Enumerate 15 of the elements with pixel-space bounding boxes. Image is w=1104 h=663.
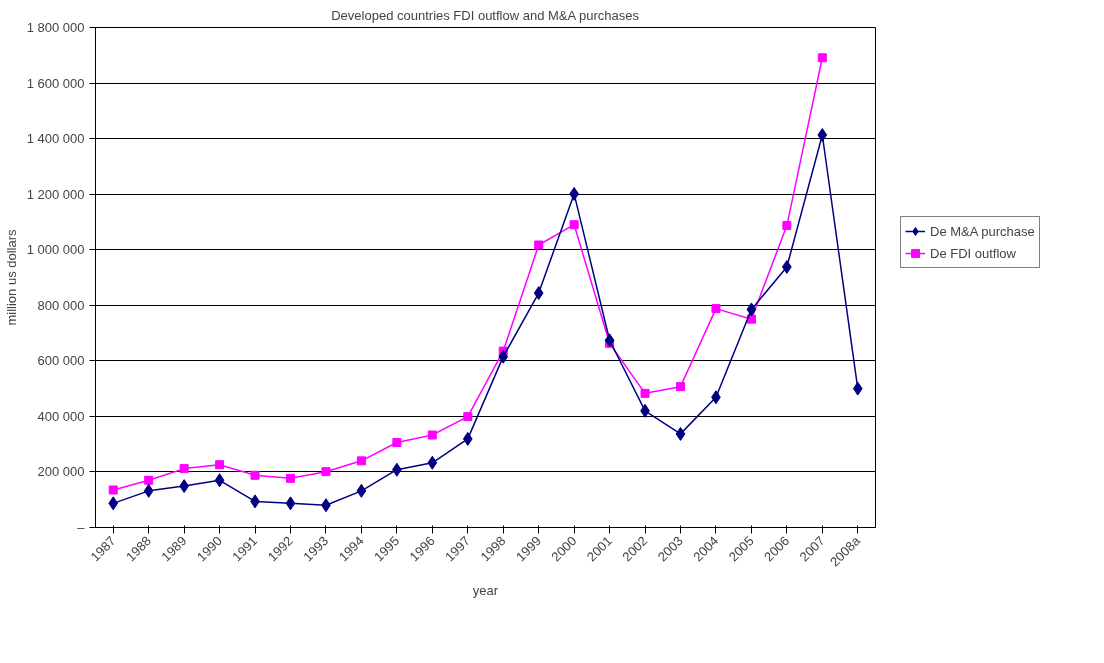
y-tick-label: 600 000 xyxy=(37,353,85,369)
legend-label: De M&A purchase xyxy=(930,223,1035,239)
x-axis-title: year xyxy=(472,582,499,598)
y-tick-label: 200 000 xyxy=(37,464,85,480)
y-tick-label: 1 000 000 xyxy=(26,242,85,258)
y-tick-label: 1 800 000 xyxy=(26,20,85,35)
y-tick-label: 800 000 xyxy=(37,297,85,313)
y-tick-label: 1 200 000 xyxy=(26,186,85,202)
legend-label: De FDI outflow xyxy=(930,245,1016,261)
y-tick-label: 1 600 000 xyxy=(26,75,85,91)
chart-title: Developed countries FDI outflow and M&A purchases xyxy=(331,7,640,23)
y-tick-label: 1 400 000 xyxy=(26,131,85,147)
y-axis-title: million us dollars xyxy=(3,228,19,326)
y-tick-label: 400 000 xyxy=(37,408,85,424)
y-tick-label: – xyxy=(77,520,86,535)
